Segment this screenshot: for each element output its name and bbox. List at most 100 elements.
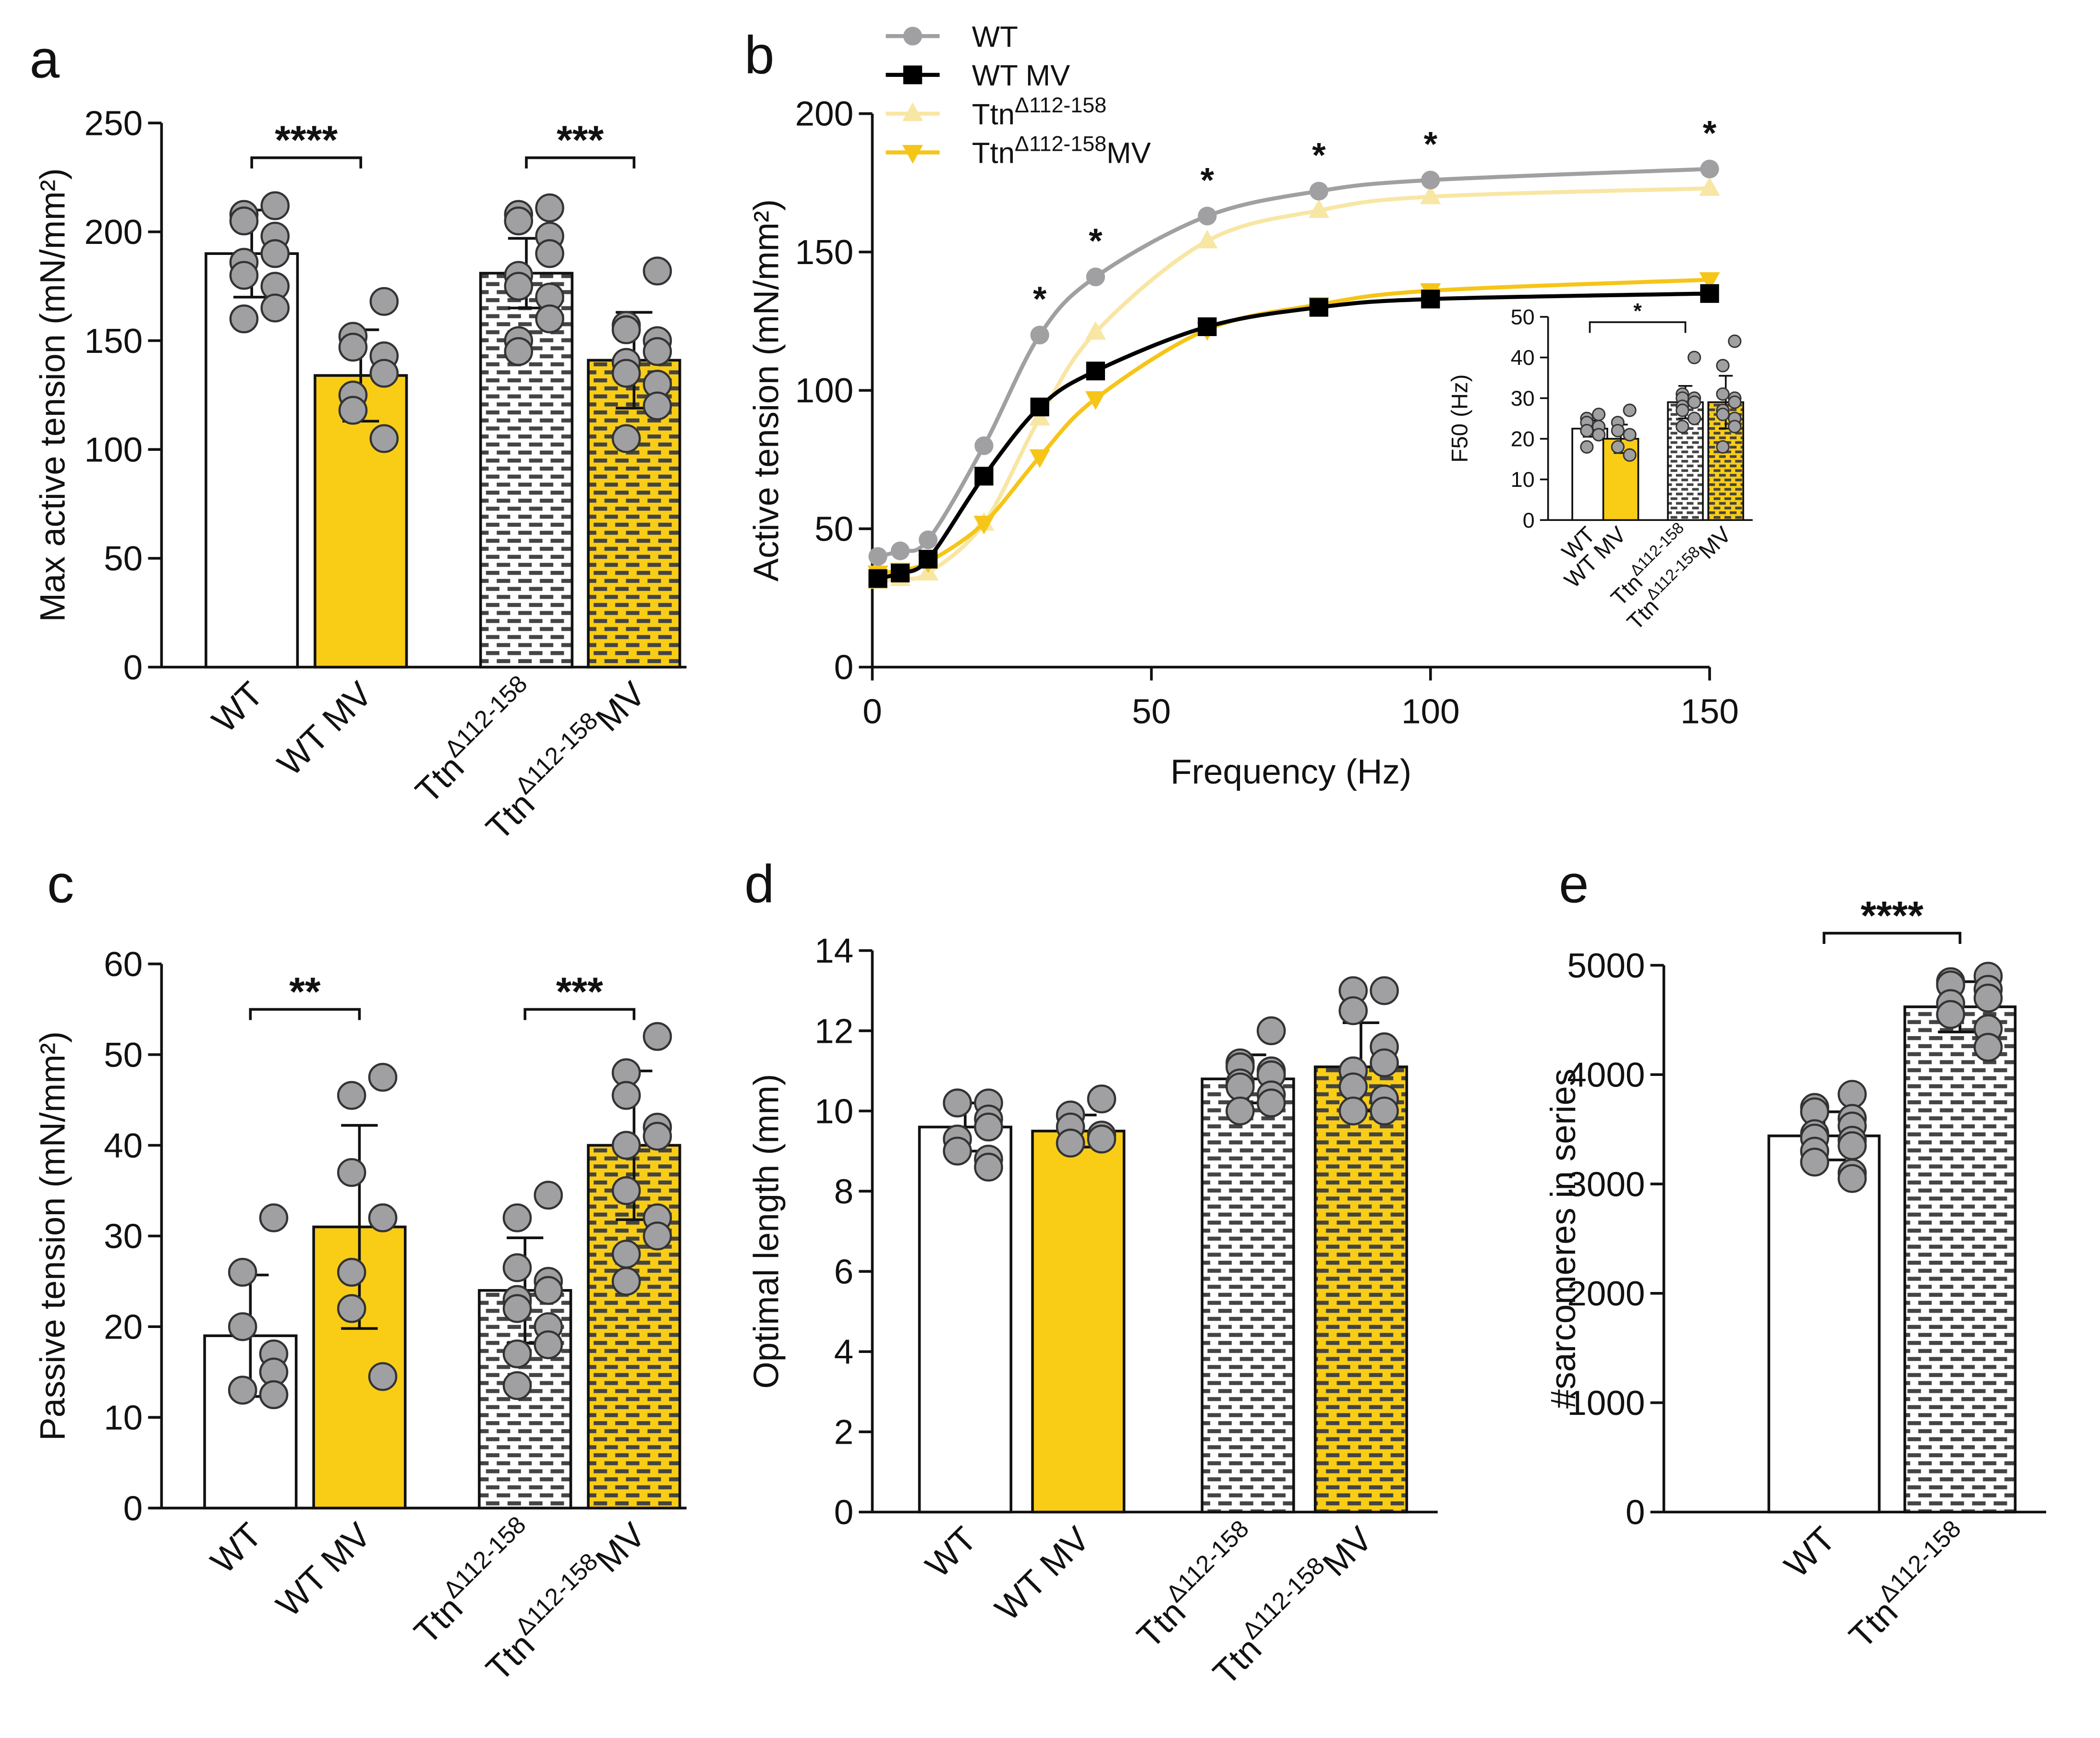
panel-letter: d <box>744 854 774 914</box>
label-sup: Δ112-158 <box>1237 1552 1330 1644</box>
series-line <box>877 186 1710 583</box>
legend-base: Ttn <box>972 98 1015 131</box>
significance-bracket <box>249 1008 361 1020</box>
legend-label: WT MV <box>972 59 1070 92</box>
data-point <box>1728 395 1742 409</box>
data-point <box>1338 1072 1368 1101</box>
x-tick-label: WT <box>918 1520 984 1585</box>
data-point <box>228 1312 257 1341</box>
y-tick-label: 100 <box>795 371 854 410</box>
significance-bracket <box>523 1008 636 1020</box>
legend-base: WT <box>972 21 1018 54</box>
y-tick-label: 50 <box>814 510 853 549</box>
x-tick-label: WT MV <box>988 1519 1098 1628</box>
x-tick-label: WT <box>203 1515 269 1581</box>
label-base: WT MV <box>269 1515 379 1624</box>
y-tick-label: 30 <box>1511 387 1535 410</box>
data-point <box>1370 1048 1399 1077</box>
data-point <box>368 1062 398 1092</box>
y-tick-label: 10 <box>814 1092 853 1131</box>
data-point <box>1226 1072 1255 1101</box>
marker-square <box>890 564 910 583</box>
data-point <box>1728 334 1742 348</box>
marker-square <box>1421 290 1440 309</box>
bar-0 <box>918 1125 1013 1514</box>
legend-label: WT <box>972 21 1018 54</box>
y-axis-label: Active tension (mN/mm²) <box>747 199 786 581</box>
marker-circle <box>1421 170 1440 190</box>
x-axis-label: Frequency (Hz) <box>1170 752 1411 791</box>
data-point <box>611 1176 641 1206</box>
y-tick-label: 14 <box>814 931 853 970</box>
data-point <box>228 1257 257 1287</box>
data-point <box>229 304 259 334</box>
marker-triangle-up <box>1085 321 1106 340</box>
data-point <box>1687 395 1701 409</box>
bar-0 <box>1767 1135 1881 1514</box>
data-point <box>1675 420 1689 434</box>
data-point <box>1716 359 1730 373</box>
y-tick-label: 100 <box>85 431 143 470</box>
label-base: WT <box>918 1520 984 1585</box>
y-tick-label: 4000 <box>1567 1056 1645 1095</box>
data-point <box>643 1022 672 1051</box>
bar-1 <box>314 374 408 669</box>
x-tick-label: WT <box>205 675 271 740</box>
y-tick-label: 50 <box>1511 306 1535 329</box>
y-tick-label: 250 <box>85 104 143 143</box>
data-point <box>337 1081 366 1110</box>
label-base: WT <box>1777 1520 1843 1585</box>
y-tick-label: 5000 <box>1567 946 1645 985</box>
data-point <box>611 1240 641 1269</box>
y-tick-label: 2000 <box>1567 1274 1645 1313</box>
data-point <box>337 1158 366 1187</box>
data-point <box>1623 448 1637 462</box>
data-point <box>1611 440 1625 454</box>
panel-letter: b <box>744 25 774 85</box>
data-point <box>337 1257 366 1287</box>
bar-1 <box>1903 1005 2017 1514</box>
y-tick-label: 200 <box>85 213 143 252</box>
panel-letter: a <box>30 29 60 89</box>
y-tick-label: 6 <box>834 1253 854 1291</box>
data-point <box>974 1112 1003 1142</box>
y-axis-label: #sarcomeres in series <box>1544 1069 1583 1409</box>
data-point <box>369 359 399 388</box>
marker-triangle-down <box>1085 391 1106 410</box>
x-tick-label: WT MV <box>270 675 380 784</box>
significance-label: **** <box>1860 893 1923 938</box>
data-point <box>611 424 641 453</box>
label-base: WT MV <box>988 1519 1098 1628</box>
significance-bracket <box>250 156 363 169</box>
legend-sup: Δ112-158 <box>1015 94 1106 117</box>
marker-circle <box>919 530 938 549</box>
data-point <box>229 206 259 236</box>
data-point <box>535 304 564 334</box>
data-point <box>1087 1084 1117 1114</box>
y-tick-label: 10 <box>104 1399 143 1437</box>
marker-triangle-down <box>973 516 995 535</box>
marker-triangle-down <box>1029 449 1050 468</box>
data-point <box>502 1294 532 1323</box>
bar-2 <box>1201 1077 1295 1514</box>
label-sup: Δ112-158 <box>510 707 603 799</box>
y-axis-label: Max active tension (mN/mm²) <box>33 168 72 622</box>
legend-label: TtnΔ112-158 <box>972 94 1106 131</box>
data-point <box>535 239 564 268</box>
significance-star: * <box>1703 114 1717 153</box>
marker-square <box>1198 317 1217 337</box>
series-1 <box>868 284 1719 588</box>
data-point <box>611 1267 641 1296</box>
data-point <box>1256 1088 1286 1118</box>
x-tick-label: WT MV <box>269 1515 379 1624</box>
marker-triangle-down <box>1699 272 1720 291</box>
data-point <box>1687 411 1701 425</box>
y-tick-label: 1000 <box>1567 1384 1645 1423</box>
data-point <box>643 391 672 421</box>
y-axis-label: Passive tension (mN/mm²) <box>33 1031 72 1441</box>
data-point <box>1592 408 1606 422</box>
data-point <box>611 315 641 344</box>
marker-circle <box>1030 326 1049 345</box>
data-point <box>534 1276 563 1305</box>
